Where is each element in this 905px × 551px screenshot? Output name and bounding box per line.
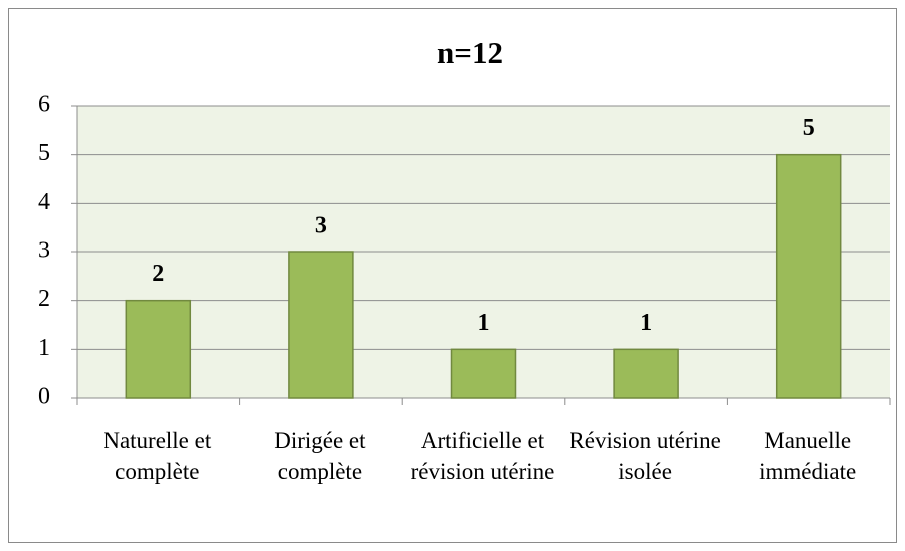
y-tick-label: 1	[38, 335, 50, 361]
x-tick-label: Manuelle immédiate	[759, 428, 857, 484]
bar	[613, 348, 679, 399]
x-tick-label: Naturelle et complète	[103, 428, 212, 484]
bar	[775, 153, 842, 399]
y-tick-label: 3	[38, 238, 50, 264]
value-label: 1	[640, 310, 652, 336]
bar	[125, 299, 192, 399]
y-tick-label: 5	[38, 140, 50, 166]
bar	[288, 251, 354, 399]
y-tick-label: 2	[38, 286, 50, 312]
y-tick-label: 4	[38, 189, 50, 215]
value-label: 1	[478, 310, 490, 336]
chart-title: n=12	[437, 35, 503, 70]
x-tick-label: Révision utérine isolée	[569, 428, 721, 484]
x-tick-label: Dirigée et complète	[274, 428, 366, 484]
value-label: 5	[803, 115, 815, 141]
value-label: 2	[152, 261, 164, 287]
value-label: 3	[315, 213, 327, 239]
y-tick-label: 0	[38, 384, 50, 410]
bar	[450, 348, 517, 399]
x-tick-label: Artificielle et révision utérine	[410, 428, 555, 484]
y-tick-label: 6	[38, 92, 50, 118]
